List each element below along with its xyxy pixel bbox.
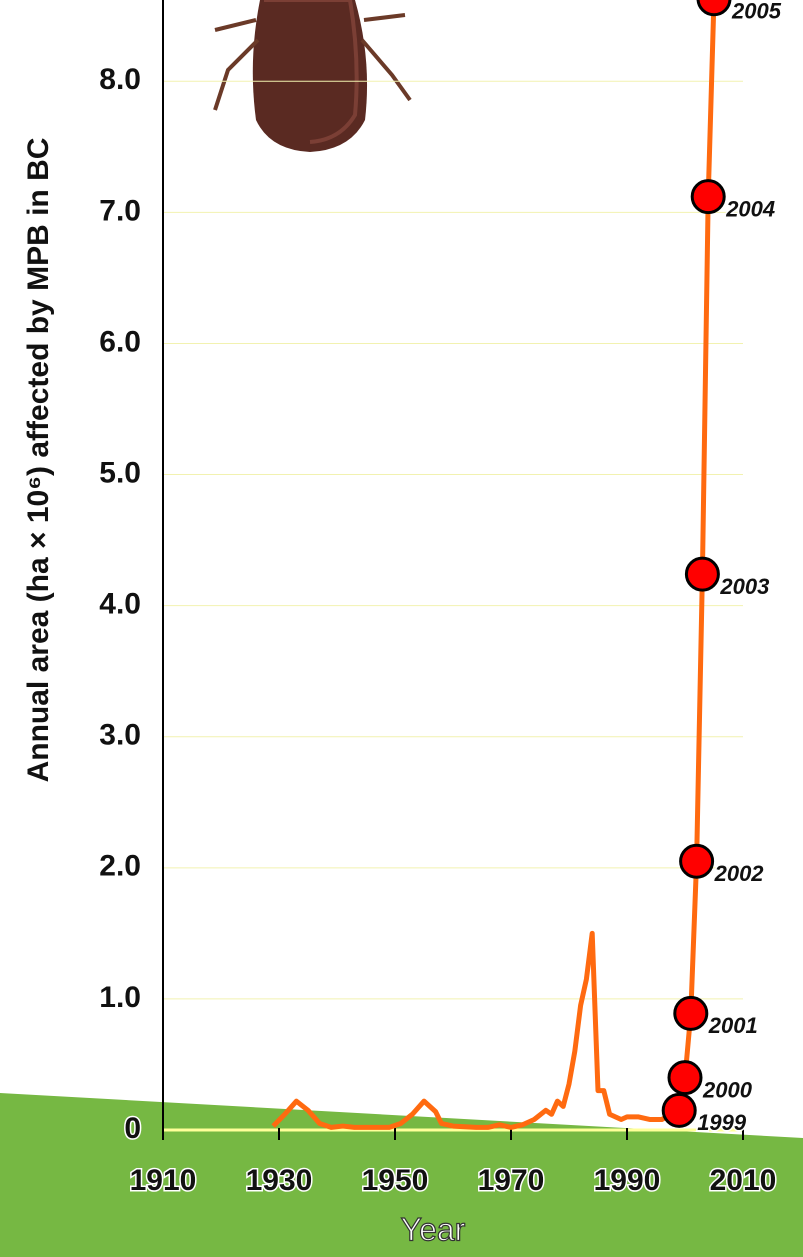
y-tick-label: 4.0 — [99, 588, 141, 621]
y-tick-label: 6.0 — [99, 325, 141, 358]
x-tick-label: 1970 — [478, 1164, 545, 1197]
point-label: 2000 — [702, 1077, 753, 1102]
y-axis-label: Annual area (ha × 10⁶) affected by MPB i… — [22, 138, 55, 783]
point-label: 2002 — [714, 861, 765, 886]
point-label: 1999 — [697, 1110, 747, 1135]
y-tick-label: 1.0 — [99, 981, 141, 1014]
point-label: 2003 — [719, 574, 769, 599]
data-point — [673, 995, 709, 1031]
point-label: 2004 — [725, 196, 775, 221]
data-point — [696, 0, 732, 17]
point-label: 2001 — [708, 1013, 758, 1038]
y-tick-label: 7.0 — [99, 194, 141, 227]
data-point — [679, 843, 715, 879]
x-tick-label: 1990 — [594, 1164, 661, 1197]
y-tick-label: 2.0 — [99, 850, 141, 883]
x-tick-label: 2010 — [710, 1164, 777, 1197]
green-band — [0, 1093, 803, 1257]
y-tick-label: 0 — [124, 1112, 141, 1145]
y-tick-label: 5.0 — [99, 456, 141, 489]
data-point — [684, 556, 720, 592]
y-tick-label: 8.0 — [99, 63, 141, 96]
point-label: 2005 — [731, 0, 782, 24]
x-tick-label: 1930 — [246, 1164, 313, 1197]
data-line — [271, 0, 717, 1130]
data-point — [667, 1060, 703, 1096]
x-tick-label: 1910 — [130, 1164, 197, 1197]
x-tick-label: 1950 — [362, 1164, 429, 1197]
beetle-image — [213, 0, 412, 152]
data-point — [661, 1092, 697, 1128]
x-axis-label: Year — [401, 1211, 466, 1247]
y-tick-label: 3.0 — [99, 719, 141, 752]
data-point — [690, 179, 726, 215]
